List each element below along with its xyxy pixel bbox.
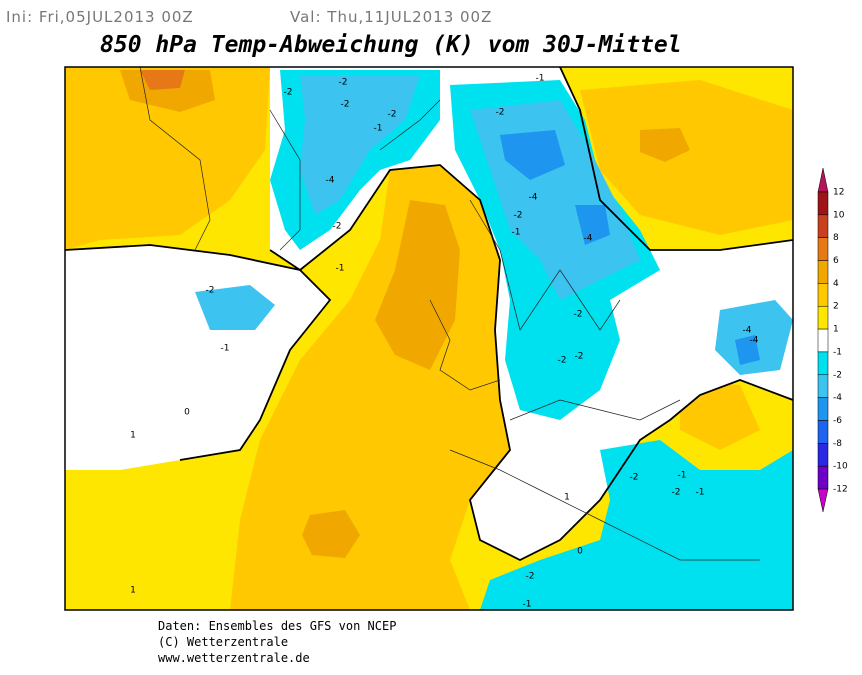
field-hot — [302, 510, 360, 558]
colorbar-label: -2 — [833, 370, 842, 380]
colorbar-label: 12 — [833, 188, 844, 198]
colorbar-box — [817, 328, 829, 353]
map-title: 850 hPa Temp-Abweichung (K) vom 30J-Mitt… — [100, 32, 682, 58]
contour-label: 1 — [564, 493, 570, 503]
contour-label: -2 — [339, 78, 348, 88]
anomaly-field — [65, 67, 793, 610]
contour-label: -2 — [574, 310, 583, 320]
field-very-cold — [575, 205, 610, 245]
colorbar-label: 1 — [833, 325, 839, 335]
contour-label: -4 — [529, 193, 538, 203]
colorbar-label: -4 — [833, 393, 842, 403]
contour-label: -2 — [558, 356, 567, 366]
contour-label: -2 — [388, 110, 397, 120]
footer-line: (C) Wetterzentrale — [158, 635, 288, 649]
colorbar-label: 2 — [833, 302, 839, 312]
contour-label: 0 — [184, 408, 190, 418]
colorbar-box — [817, 214, 829, 238]
zero-isoline — [65, 244, 332, 461]
colorbar-box — [817, 374, 829, 398]
colorbar-label: -6 — [833, 416, 842, 426]
colorbar-label: 8 — [833, 233, 839, 243]
zero-isoline — [559, 67, 793, 251]
contour-label: -1 — [512, 228, 521, 238]
field-cold — [195, 285, 275, 330]
field-very-hot — [140, 70, 185, 90]
contour-label: -1 — [336, 264, 345, 274]
contour-label: -1 — [221, 344, 230, 354]
footer-line: Daten: Ensembles des GFS von NCEP — [158, 619, 396, 633]
field-hot — [375, 200, 460, 370]
contour-label: -2 — [496, 108, 505, 118]
colorbar-box — [817, 420, 829, 444]
colorbar-label: -8 — [833, 439, 842, 449]
field-cold — [300, 75, 420, 215]
colorbar-box — [817, 260, 829, 284]
contour-label: -2 — [672, 488, 681, 498]
contour-label: -2 — [284, 88, 293, 98]
contour-label: -2 — [630, 473, 639, 483]
contour-label: 1 — [130, 431, 136, 441]
footer-line: www.wetterzentrale.de — [158, 651, 310, 665]
colorbar-label: -1 — [833, 347, 842, 357]
colorbar-box — [817, 283, 829, 307]
contour-label: -1 — [536, 74, 545, 84]
contour-label: -4 — [743, 326, 752, 336]
colorbar: 12 10 8 6 4 2 1 -1 -2 -4 -6 -8 -10 -12 — [817, 167, 848, 513]
contour-label: -2 — [333, 222, 342, 232]
colorbar-label: 4 — [833, 279, 839, 289]
colorbar-box — [817, 397, 829, 421]
contour-label: 1 — [130, 586, 136, 596]
coastline — [139, 67, 760, 561]
colorbar-label: 10 — [833, 210, 845, 220]
colorbar-label: -12 — [833, 485, 848, 495]
contour-label: -1 — [374, 124, 383, 134]
colorbar-cap — [817, 167, 829, 193]
colorbar-box — [817, 305, 829, 330]
contour-label: -2 — [514, 211, 523, 221]
field-very-cold — [500, 130, 565, 180]
field-warm — [580, 80, 793, 235]
field-cool — [480, 440, 793, 610]
contour-label: 0 — [577, 547, 583, 557]
contour-label: -2 — [526, 572, 535, 582]
contour-label: -1 — [523, 600, 532, 610]
init-time: Ini: Fri,05JUL2013 00Z — [6, 8, 194, 26]
field-hot — [640, 128, 690, 162]
field-warm — [680, 380, 760, 450]
colorbar-box — [817, 191, 829, 216]
contour-labels: -2 -2 -2 -2 -1 -4 -2 -1 -2 -1 0 1 1 -2 -… — [130, 74, 759, 610]
contour-label: -1 — [696, 488, 705, 498]
contour-label: -4 — [584, 234, 593, 244]
contour-label: -2 — [341, 100, 350, 110]
colorbar-box — [817, 443, 829, 467]
colorbar-box — [817, 351, 829, 376]
field-hot — [120, 70, 215, 112]
colorbar-cap — [817, 488, 829, 513]
colorbar-label: 6 — [833, 256, 839, 266]
map-frame — [64, 66, 794, 611]
colorbar-box — [817, 237, 829, 261]
colorbar-box — [817, 465, 829, 490]
field-warm — [65, 67, 270, 250]
valid-time: Val: Thu,11JUL2013 00Z — [290, 8, 492, 26]
contour-label: -4 — [750, 336, 759, 346]
contour-label: -2 — [575, 352, 584, 362]
zero-isoline — [269, 164, 793, 562]
field-very-cold — [735, 335, 760, 365]
colorbar-label: -10 — [833, 462, 848, 472]
contour-label: -4 — [326, 176, 335, 186]
contour-label: -2 — [206, 286, 215, 296]
contour-label: -1 — [678, 471, 687, 481]
